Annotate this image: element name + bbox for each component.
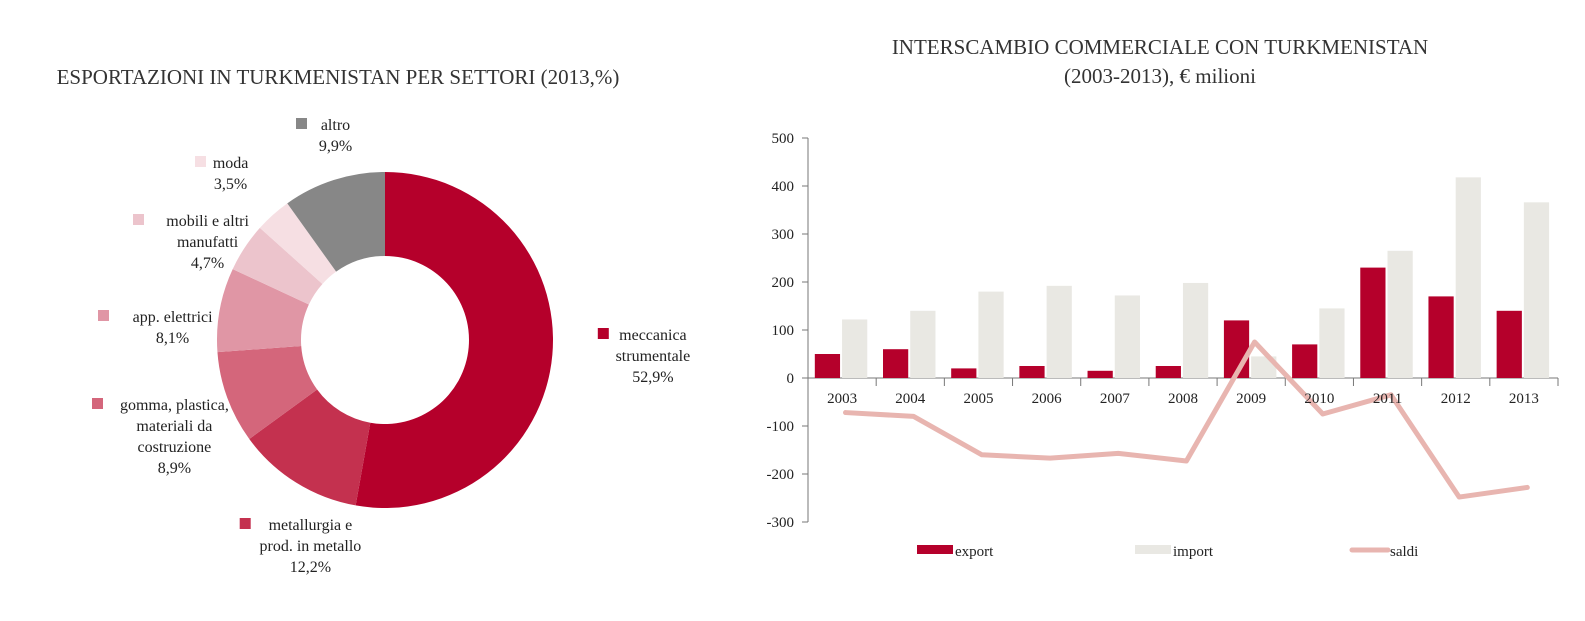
pie-label-mobili-e-altri-manufatti-line-1: mobili e altri [166,213,249,230]
pie-slice-mobili-e-altri-manufatti [232,227,323,305]
bar-export-2009 [1223,320,1250,378]
pie-value-mobili-e-altri-manufatti: 4,7% [191,255,224,272]
bar-import-2005 [978,291,1004,378]
pie-label-metallurgia-e-prod-in-metallo-line-2: prod. in metallo [260,538,362,555]
pie-value-altro: 9,9% [319,138,352,155]
pie-title: ESPORTAZIONI IN TURKMENISTAN PER SETTORI… [57,65,620,89]
pie-label-moda-line-1: moda [213,155,249,172]
pie-value-moda: 3,5% [214,176,247,193]
bar-import-2006 [1046,285,1072,378]
legend-marker-moda [195,156,206,167]
legend-swatch-import [1135,545,1171,554]
bar-export-2006 [1019,366,1045,378]
legend-marker-mobili-e-altri-manufatti [133,214,144,225]
x-tick-labels: 2003 2004 2005 2006 2007 2008 2009 2010 2011 2012… [827,391,1539,407]
pie-label-mobili-e-altri-manufatti-line-2: manufatti [177,234,239,251]
legend: export import saldi [917,544,1418,560]
sector-donut-chart: ESPORTAZIONI IN TURKMENISTAN PER SETTORI… [57,65,691,576]
x-tick-label-2013: 2013 [1509,391,1539,407]
x-tick-label-2004: 2004 [895,391,926,407]
bar-bars [814,177,1550,378]
x-tick-label-2005: 2005 [963,391,993,407]
bar-export-2003 [814,354,841,378]
x-tick-label-2008: 2008 [1168,391,1198,407]
pie-slice-meccanica-strumentale [355,172,554,509]
bar-import-2003 [842,319,868,378]
pie-label-meccanica-strumentale-line-1: meccanica [619,327,687,344]
pie-slices [217,172,554,509]
x-tick-label-2007: 2007 [1100,391,1131,407]
bar-import-2009 [1251,356,1277,378]
bar-title-line-2: (2003-2013), € milioni [1064,64,1256,88]
legend-marker-app-elettrici [98,310,109,321]
bar-export-2005 [951,368,977,378]
bar-import-2012 [1455,177,1481,378]
pie-label-altro-line-1: altro [321,117,350,134]
legend-label-saldi: saldi [1390,544,1418,560]
x-tick-label-2009: 2009 [1236,391,1266,407]
legend-label-export: export [955,544,994,560]
pie-slice-altro [287,172,385,272]
pie-slice-gomma-plastica-materiali-da-costruzione [217,346,318,440]
bar-import-2010 [1319,308,1345,378]
bar-import-2008 [1182,282,1209,378]
bar-export-2011 [1360,267,1386,378]
pie-label-metallurgia-e-prod-in-metallo-line-1: metallurgia e [269,517,353,534]
pie-value-meccanica-strumentale: 52,9% [632,369,673,386]
pie-value-app-elettrici: 8,1% [156,330,189,347]
bar-export-2012 [1428,296,1454,378]
pie-label-gomma-plastica-materiali-da-costruzione-line-3: costruzione [138,439,212,456]
bar-import-2013 [1523,202,1550,378]
legend-marker-meccanica-strumentale [597,328,609,339]
bar-export-2010 [1292,344,1318,378]
legend-marker-altro [296,118,307,129]
legend-swatch-export [917,545,953,554]
bar-import-2007 [1114,295,1140,378]
pie-label-gomma-plastica-materiali-da-costruzione-line-2: materiali da [136,418,212,435]
pie-label-gomma-plastica-materiali-da-costruzione-line-1: gomma, plastica, [120,397,229,414]
pie-labels: meccanica strumentale 52,9% metallurgia e pr… [92,117,690,576]
pie-slice-app-elettrici [217,269,309,353]
bar-import-2004 [910,310,936,378]
pie-value-metallurgia-e-prod-in-metallo: 12,2% [290,559,331,576]
bar-export-2013 [1496,310,1522,378]
saldi-line [843,339,1530,500]
x-tick-label-2012: 2012 [1441,391,1471,407]
bar-title-line-1: INTERSCAMBIO COMMERCIALE CON TURKMENISTA… [892,35,1428,59]
x-tick-label-2011: 2011 [1373,391,1402,407]
x-tick-label-2006: 2006 [1032,391,1063,407]
y-tick-label: 0 [787,371,795,387]
saldi-line-group [843,339,1530,500]
pie-slice-metallurgia-e-prod-in-metallo [249,389,371,506]
pie-value-gomma-plastica-materiali-da-costruzione: 8,9% [158,460,191,477]
legend-label-import: import [1173,544,1214,560]
bar-export-2008 [1155,366,1181,378]
x-tick-label-2003: 2003 [827,391,857,407]
pie-label-meccanica-strumentale-line-2: strumentale [616,348,691,365]
x-tick-label-2010: 2010 [1304,391,1334,407]
legend-marker-gomma-plastica-materiali-da-costruzione [92,398,103,409]
bar-import-2011 [1387,250,1413,378]
legend-marker-metallurgia-e-prod-in-metallo [239,518,251,529]
pie-label-app-elettrici-line-1: app. elettrici [133,309,214,326]
bar-export-2004 [883,349,909,378]
bar-export-2007 [1087,370,1113,378]
pie-slice-moda [259,203,337,284]
